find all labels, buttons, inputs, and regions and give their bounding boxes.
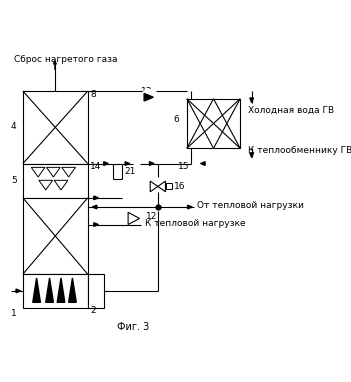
Polygon shape xyxy=(144,93,153,101)
Bar xyxy=(23,91,88,163)
Text: Сброс нагретого газа: Сброс нагретого газа xyxy=(14,55,117,63)
Text: 6: 6 xyxy=(173,115,179,124)
Text: 21: 21 xyxy=(124,167,135,176)
Text: Холодная вода ГВ: Холодная вода ГВ xyxy=(248,106,334,115)
Bar xyxy=(23,198,88,274)
Polygon shape xyxy=(33,278,40,302)
Text: 16: 16 xyxy=(174,182,185,191)
Polygon shape xyxy=(150,162,154,165)
Circle shape xyxy=(141,90,156,105)
Polygon shape xyxy=(92,205,97,209)
Text: Фиг. 3: Фиг. 3 xyxy=(117,322,150,332)
Bar xyxy=(88,274,105,308)
Polygon shape xyxy=(250,153,253,157)
Polygon shape xyxy=(16,289,21,293)
Polygon shape xyxy=(94,223,98,227)
Bar xyxy=(23,163,88,198)
Polygon shape xyxy=(104,162,108,165)
Bar xyxy=(166,183,172,189)
Text: 2: 2 xyxy=(90,306,95,315)
Text: От тепловой нагрузки: От тепловой нагрузки xyxy=(197,201,304,210)
Polygon shape xyxy=(125,162,130,165)
Polygon shape xyxy=(94,196,98,200)
Bar xyxy=(23,274,88,308)
Text: К тепловой нагрузке: К тепловой нагрузке xyxy=(145,219,245,228)
Polygon shape xyxy=(250,98,253,102)
Bar xyxy=(187,99,240,148)
Polygon shape xyxy=(57,278,65,302)
Text: 12: 12 xyxy=(146,212,158,221)
Text: 13: 13 xyxy=(141,87,153,96)
Text: 14: 14 xyxy=(90,162,101,171)
Text: 5: 5 xyxy=(11,176,16,185)
Polygon shape xyxy=(200,162,205,165)
Text: К теплообменнику ГВ: К теплообменнику ГВ xyxy=(248,146,351,155)
Text: 8: 8 xyxy=(90,90,96,99)
Polygon shape xyxy=(187,205,192,209)
Text: 1: 1 xyxy=(11,309,16,317)
Polygon shape xyxy=(46,278,53,302)
Text: 4: 4 xyxy=(11,123,16,131)
Text: 15: 15 xyxy=(178,162,189,171)
Polygon shape xyxy=(69,278,76,302)
